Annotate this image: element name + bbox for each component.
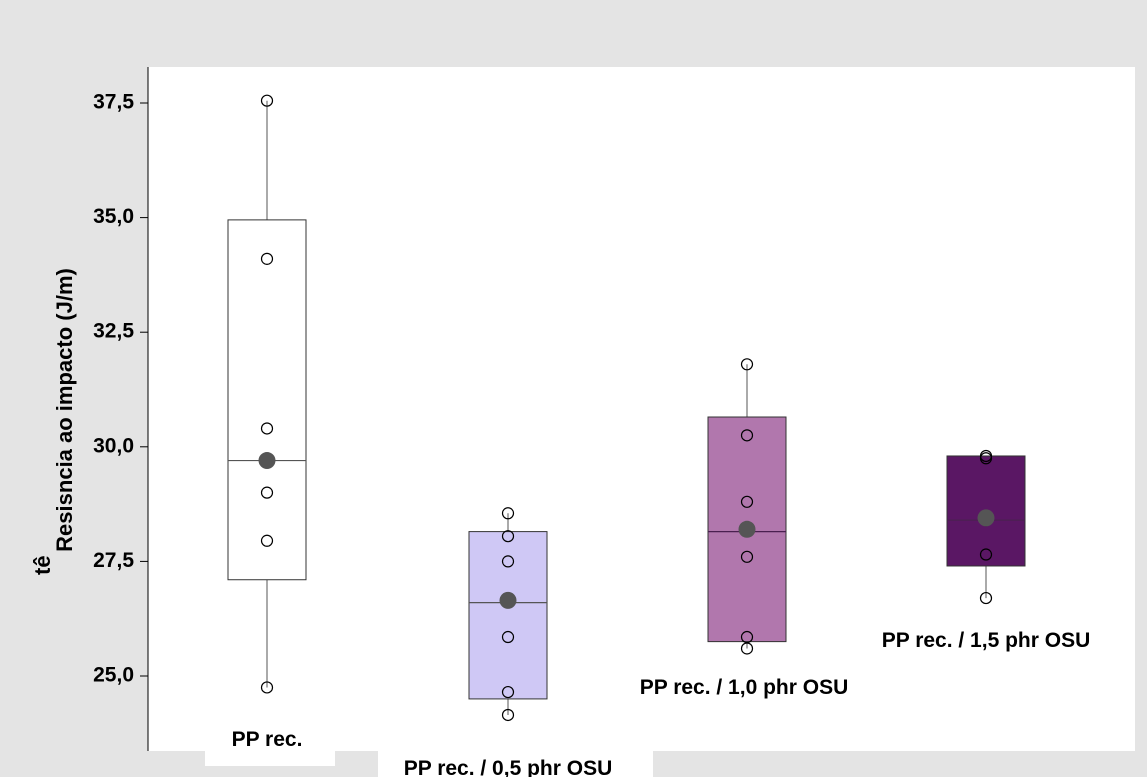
y-tick-label: 25,0 [93,664,134,687]
y-tick-label: 37,5 [93,91,134,114]
category-label-bg-2 [378,751,653,777]
data-point [740,358,754,371]
box-group-2 [468,507,548,722]
y-tick: 27,5 [93,549,148,572]
data-point [740,495,754,508]
box-group-1 [227,94,307,694]
data-point [260,94,274,107]
y-tick-label: 30,0 [93,434,134,457]
data-point [501,555,515,568]
y-tick-label: 32,5 [93,320,134,343]
box [468,531,548,700]
y-tick: 37,5 [93,91,148,114]
y-tick: 32,5 [93,320,148,343]
data-point [501,530,515,543]
y-tick: 25,0 [93,664,148,687]
y-axis-title-main: Resisncia ao impacto (J/m) [52,268,77,552]
data-point [501,685,515,699]
plot-area [148,67,1135,751]
category-labels: PP rec. PP rec. / 0,5 phr OSU PP rec. / … [205,629,1090,777]
mean-marker [258,452,276,470]
data-point [979,548,993,561]
category-label-1: PP rec. [232,728,303,751]
data-point [501,507,515,520]
category-label-3: PP rec. / 1,0 phr OSU [640,676,849,699]
data-point [260,534,274,547]
data-point [260,486,274,499]
data-point [740,550,754,563]
y-tick-label: 35,0 [93,205,134,228]
y-tick-label: 27,5 [93,549,134,572]
mean-marker [499,591,517,609]
y-axis-title-part-c: ncia ao impacto (J/m) [52,268,77,493]
mean-marker [738,520,756,538]
box-group-3 [707,358,787,655]
category-label-4: PP rec. / 1,5 phr OSU [882,629,1091,652]
category-label-2: PP rec. / 0,5 phr OSU [404,757,613,777]
box-groups [227,94,1026,722]
data-point [501,708,515,722]
y-tick: 35,0 [93,205,148,228]
y-tick: 30,0 [93,434,148,457]
data-point [979,452,993,465]
data-point [740,429,754,442]
category-label-bg-1 [205,708,335,766]
y-axis-title: Resisncia ao impacto (J/m) tê [30,268,77,575]
data-point [979,591,993,605]
data-point [501,630,515,644]
y-ticks: 25,0 27,5 30,0 32,5 35,0 37,5 [93,91,148,687]
y-axis-title-accent: tê [30,555,55,575]
data-point [260,681,274,694]
y-axis-title-part-a: Resis [52,493,77,552]
box-group-4 [946,449,1026,605]
data-point [260,252,274,265]
data-point [740,642,754,655]
mean-marker [977,509,995,527]
data-point [260,422,274,435]
box [227,219,307,581]
